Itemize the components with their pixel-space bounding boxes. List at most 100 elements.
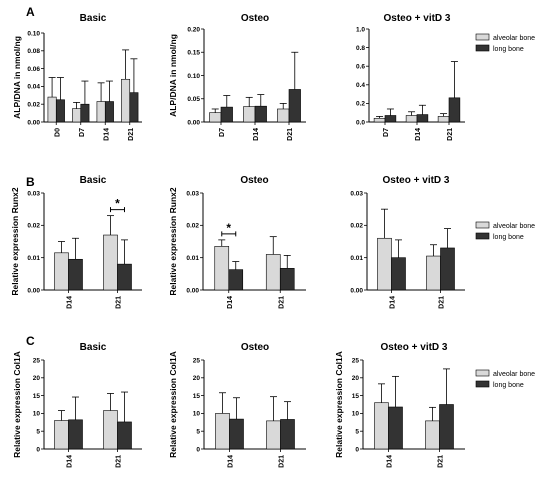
x-tick-label: D21	[128, 128, 135, 141]
y-tick-label: 0.03	[186, 190, 199, 197]
y-tick-label: 0.02	[27, 102, 40, 109]
y-tick-label: 15	[193, 393, 201, 400]
chart-title: Osteo + vitD 3	[384, 13, 451, 24]
x-tick-label: D14	[253, 128, 260, 141]
y-tick-label: 0.03	[350, 190, 363, 197]
y-tick-label: 25	[33, 357, 41, 364]
x-tick-label: D7	[383, 128, 390, 137]
bar-long-d7	[220, 106, 233, 123]
bar-alveolar-d21	[265, 254, 281, 291]
legend-label-long: long bone	[493, 382, 524, 389]
bar-long-d7	[80, 103, 90, 123]
x-tick-label: D21	[116, 296, 123, 309]
chart-a-1: Basic ALP/DNA in nmol/ng 0.00 0.02 0.04 0.06 0…	[12, 13, 142, 141]
bar-long-d14	[68, 419, 83, 450]
x-tick-label: D21	[439, 296, 446, 309]
y-tick-label: 0.10	[27, 30, 40, 37]
chart-title: Basic	[80, 175, 107, 186]
bar-long-d21	[117, 263, 132, 291]
y-tick-label: 15	[33, 393, 41, 400]
bar-alveolar-d21	[121, 78, 131, 123]
chart-a-3: Osteo + vitD 3 0.0 0.2 0.4 0.6 0.8 1.0 D7 D14 D21	[356, 13, 465, 141]
y-tick-label: 0.00	[186, 287, 199, 294]
bar-long-d21	[280, 419, 295, 450]
y-tick-label: 0.02	[27, 223, 40, 230]
x-tick-label: D14	[67, 455, 74, 468]
chart-a-2: Osteo ALP/DNA in nmol/ng 0.00 0.05 0.10 0.15 0…	[168, 13, 306, 141]
y-tick-label: 0.03	[27, 190, 40, 197]
bar-long-d21	[279, 268, 295, 291]
bar-alveolar-d14	[96, 101, 106, 123]
x-tick-label: D14	[103, 128, 110, 141]
legend-label-alveolar: alveolar bone	[493, 223, 535, 230]
bar-alveolar-d21	[437, 116, 450, 123]
legend-b: alveolar bone long bone	[475, 221, 535, 241]
y-tick-label: 20	[193, 375, 201, 382]
bar-long-d21	[439, 404, 454, 450]
legend-c: alveolar bone long bone	[475, 369, 535, 389]
legend-swatch-long	[475, 232, 490, 240]
y-tick-label: 0.02	[186, 223, 199, 230]
bar-long-d21	[448, 97, 461, 123]
x-tick-label: D21	[116, 455, 123, 468]
bar-long-d14	[416, 114, 429, 123]
legend-label-alveolar: alveolar bone	[493, 371, 535, 378]
y-tick-label: 0.06	[27, 66, 40, 73]
bar-long-d21	[440, 247, 455, 291]
bar-alveolar-d14	[54, 420, 69, 450]
bar-alveolar-d7	[72, 108, 82, 123]
y-axis-label: Relative expression Runx2	[10, 187, 20, 295]
x-tick-label: D14	[415, 128, 422, 141]
bar-long-d14	[391, 257, 406, 291]
y-axis-label: Relative expression Col1A	[334, 351, 344, 458]
y-axis-label: Relative expression Runx2	[168, 187, 178, 295]
x-tick-label: D21	[438, 455, 445, 468]
bar-long-d14	[254, 105, 267, 123]
y-tick-label: 0.08	[27, 48, 40, 55]
panel-letter-c: C	[26, 334, 35, 348]
y-tick-label: 0.00	[27, 119, 40, 126]
y-tick-label: 25	[193, 357, 201, 364]
y-tick-label: 0.01	[350, 255, 363, 262]
chart-b-2: Osteo Relative expression Runx2 0.00 0.01 0.…	[168, 175, 306, 309]
bar-alveolar-d14	[214, 246, 230, 291]
bar-alveolar-d21	[266, 420, 281, 450]
y-tick-label: 0.00	[350, 287, 363, 294]
legend-swatch-long	[475, 380, 490, 388]
bar-long-d0	[55, 99, 65, 123]
y-tick-label: 10	[33, 411, 41, 418]
y-tick-label: 5	[196, 429, 200, 436]
panel-letter-a: A	[26, 5, 35, 19]
y-tick-label: 0.6	[356, 64, 365, 71]
bar-alveolar-d14	[243, 106, 256, 123]
y-tick-label: 15	[352, 393, 360, 400]
bar-long-d7	[384, 115, 397, 123]
bar-alveolar-d21	[103, 410, 118, 450]
x-tick-label: D0	[54, 128, 61, 137]
y-tick-label: 10	[193, 411, 201, 418]
panel-letter-b: B	[26, 175, 35, 189]
bar-alveolar-d14	[374, 402, 389, 450]
legend-label-long: long bone	[493, 46, 524, 53]
y-tick-label: 1.0	[356, 26, 365, 33]
legend-swatch-alveolar	[475, 221, 490, 229]
y-tick-label: 0.02	[350, 223, 363, 230]
legend-a: alveolar bone long bone	[475, 33, 535, 53]
bar-long-d21	[288, 89, 301, 123]
y-axis-label: Relative expression Col1A	[168, 351, 178, 458]
y-tick-label: 5	[36, 429, 40, 436]
x-tick-label: D14	[390, 296, 397, 309]
bar-alveolar-d0	[47, 96, 57, 123]
significance-marker: *	[226, 221, 231, 235]
bar-alveolar-d7	[373, 117, 386, 123]
y-tick-label: 0	[36, 446, 40, 453]
bar-alveolar-d14	[405, 115, 418, 123]
bar-long-d14	[68, 258, 83, 291]
bar-long-d14	[104, 101, 114, 123]
chart-c-2: Osteo Relative expression Col1A 0 5 10 15 20 25…	[168, 342, 306, 468]
y-axis-label: ALP/DNA in nmol/ng	[12, 36, 22, 119]
y-tick-label: 20	[33, 375, 41, 382]
x-tick-label: D14	[227, 296, 234, 309]
